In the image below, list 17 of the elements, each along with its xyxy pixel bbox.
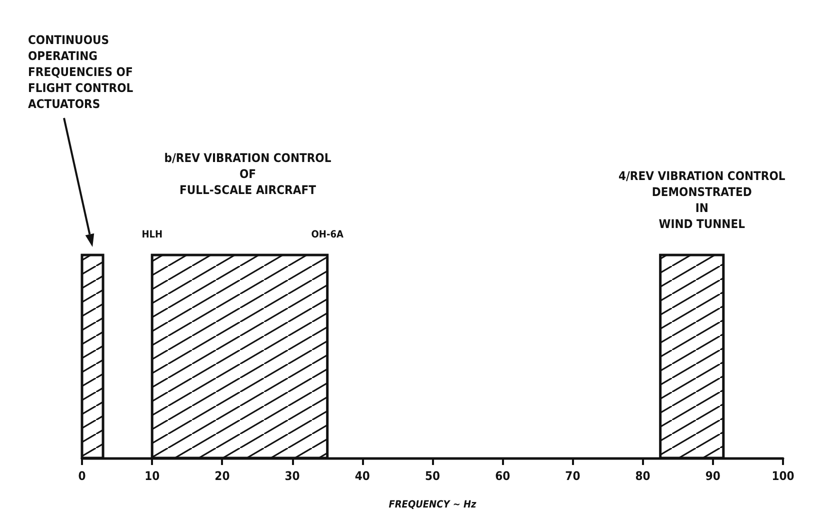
x-tick-label: 70 xyxy=(565,469,580,483)
annotation: b/REV VIBRATION CONTROL OF FULL-SCALE AIRCRAFT xyxy=(164,151,332,197)
x-tick-label: 90 xyxy=(705,469,720,483)
text: CONTINUOUS OPERATING FREQUENCIES OF FLIGHT CONTROL ACTUATORS xyxy=(28,33,134,111)
annotation: HLH xyxy=(142,230,162,240)
x-tick-label: 60 xyxy=(495,469,510,483)
x-tick-label: 40 xyxy=(354,469,370,483)
x-tick-label: 100 xyxy=(772,469,794,483)
annotation: OH-6A xyxy=(311,230,344,240)
annotation: 4/REV VIBRATION CONTROL DEMONSTRATED IN WIND TUNNEL xyxy=(618,169,786,231)
x-axis-title: FREQUENCY ~ Hz xyxy=(388,500,478,510)
x-tick-label: 30 xyxy=(284,469,300,483)
x-tick-label: 10 xyxy=(144,469,160,483)
x-tick-label: 20 xyxy=(214,469,230,483)
x-tick-label: 50 xyxy=(424,469,440,483)
x-tick-label: 0 xyxy=(78,469,86,483)
x-tick-label: 80 xyxy=(635,469,650,483)
